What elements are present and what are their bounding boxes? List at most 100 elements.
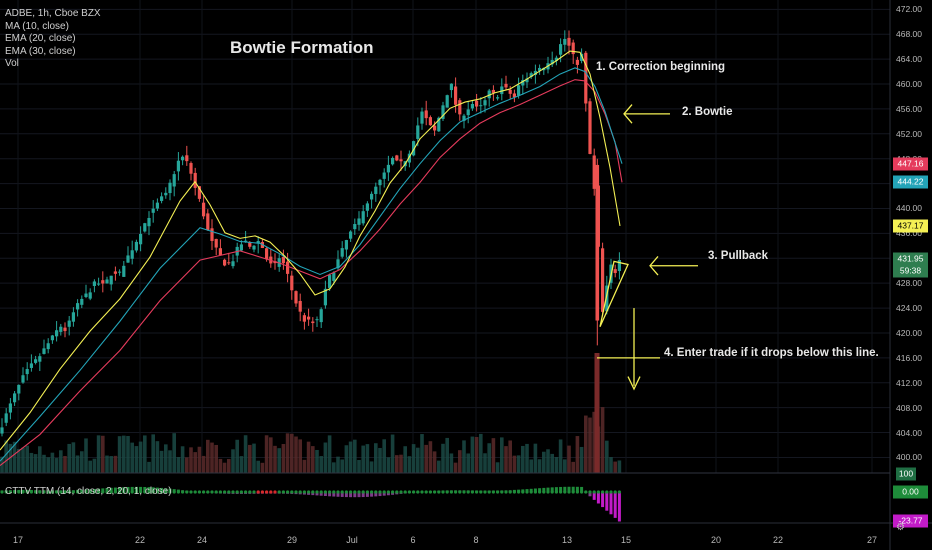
candle-body	[298, 300, 302, 312]
squeeze-dot	[533, 490, 538, 494]
volume-bar	[264, 435, 269, 473]
oscillator-bar	[340, 492, 344, 497]
candle-body	[84, 293, 88, 297]
candle-body	[466, 109, 470, 116]
oscillator-bar	[328, 492, 332, 497]
pullback-triangle	[599, 260, 629, 328]
legend-ema30[interactable]: EMA (30, close)	[5, 45, 76, 57]
squeeze-dot	[286, 490, 290, 494]
settings-gear-icon[interactable]: ⚙	[896, 522, 905, 533]
squeeze-dot	[155, 490, 159, 494]
x-tick-label: 29	[286, 535, 298, 545]
x-tick-label: 13	[561, 535, 573, 545]
volume-bar	[67, 443, 71, 473]
candle-body	[0, 427, 4, 434]
squeeze-dot	[596, 490, 601, 494]
squeeze-dot	[13, 490, 17, 494]
oscillator-bar	[386, 492, 390, 496]
x-tick-label: 8	[473, 535, 479, 545]
candle-body	[433, 125, 437, 131]
volume-bar	[235, 439, 239, 473]
squeeze-dot	[185, 490, 189, 494]
volume-bar	[521, 445, 525, 473]
volume-bar	[336, 456, 340, 473]
oscillator-bar	[361, 492, 365, 498]
candle-body	[206, 213, 210, 231]
volume-bar	[222, 462, 227, 473]
squeeze-dot	[84, 490, 88, 494]
squeeze-dot	[202, 490, 206, 494]
y-tick-label: 408.00	[896, 402, 922, 413]
oscillator-bar	[113, 487, 117, 492]
squeeze-dot	[8, 490, 12, 494]
volume-bar	[218, 458, 223, 473]
squeeze-dot	[109, 490, 113, 494]
squeeze-dot	[193, 490, 197, 494]
oscillator-bar	[382, 492, 386, 496]
candle-body	[336, 259, 340, 269]
squeeze-dot	[139, 490, 143, 494]
squeeze-dot	[34, 490, 38, 494]
volume-bar	[159, 450, 164, 473]
annotation-entry[interactable]: 4. Enter trade if it drops below this li…	[664, 347, 879, 359]
candle-body	[584, 52, 588, 104]
volume-bar	[609, 457, 613, 473]
volume-bar	[25, 445, 29, 473]
candle-body	[428, 117, 432, 126]
candle-body	[323, 288, 327, 306]
volume-bar	[315, 449, 319, 473]
candle-body	[63, 327, 67, 332]
volume-bar	[432, 451, 437, 473]
candle-body	[17, 384, 21, 394]
candle-body	[155, 202, 159, 209]
volume-bar	[407, 456, 412, 473]
squeeze-dot	[281, 490, 285, 494]
oscillator-legend[interactable]: CTTV TTM (14, close, 2, 20, 1, close)	[5, 486, 172, 497]
squeeze-dot	[357, 490, 361, 494]
candle-body	[613, 269, 617, 274]
legend-ema20[interactable]: EMA (20, close)	[5, 33, 76, 44]
oscillator-bar	[332, 492, 336, 497]
candle-body	[496, 97, 500, 99]
annotation-bowtie[interactable]: 2. Bowtie	[682, 106, 733, 118]
candle-body	[55, 330, 59, 337]
volume-bar	[80, 451, 84, 473]
volume-bar	[332, 462, 336, 473]
volume-bar	[512, 455, 517, 473]
oscillator-bar	[97, 488, 101, 492]
candle-body	[176, 160, 180, 172]
oscillator-bar	[109, 487, 113, 492]
squeeze-dot	[445, 490, 449, 494]
volume-bar	[340, 459, 344, 473]
ema30-line	[0, 79, 623, 466]
volume-bar	[437, 460, 441, 473]
candle-body	[34, 359, 38, 363]
oscillator-bar	[559, 486, 563, 492]
volume-bar	[180, 446, 185, 473]
squeeze-dot	[29, 490, 33, 494]
volume-bar	[357, 459, 361, 473]
oscillator-bar	[344, 492, 348, 498]
legend-ma[interactable]: MA (10, close)	[5, 20, 69, 32]
candle-body	[42, 348, 46, 354]
squeeze-dot	[307, 490, 311, 494]
candle-body	[504, 83, 508, 88]
squeeze-dot	[244, 490, 248, 494]
squeeze-dot	[365, 490, 369, 494]
squeeze-dot	[0, 490, 4, 494]
squeeze-dot	[563, 490, 567, 494]
annotation-correction[interactable]: 1. Correction beginning	[596, 61, 726, 73]
legend-vol[interactable]: Vol	[5, 58, 19, 69]
volume-bar	[46, 457, 50, 473]
legend-symbol[interactable]: ADBE, 1h, Cboe BZX	[5, 8, 101, 19]
volume-bar	[613, 461, 617, 473]
candle-body	[109, 275, 113, 285]
volume-bar	[138, 441, 143, 473]
volume-bar	[176, 457, 181, 473]
oscillator-bar	[164, 488, 168, 492]
volume-bar	[420, 434, 424, 473]
squeeze-dot	[101, 490, 105, 494]
annotation-pullback[interactable]: 3. Pullback	[708, 250, 769, 262]
squeeze-dot	[571, 490, 575, 494]
